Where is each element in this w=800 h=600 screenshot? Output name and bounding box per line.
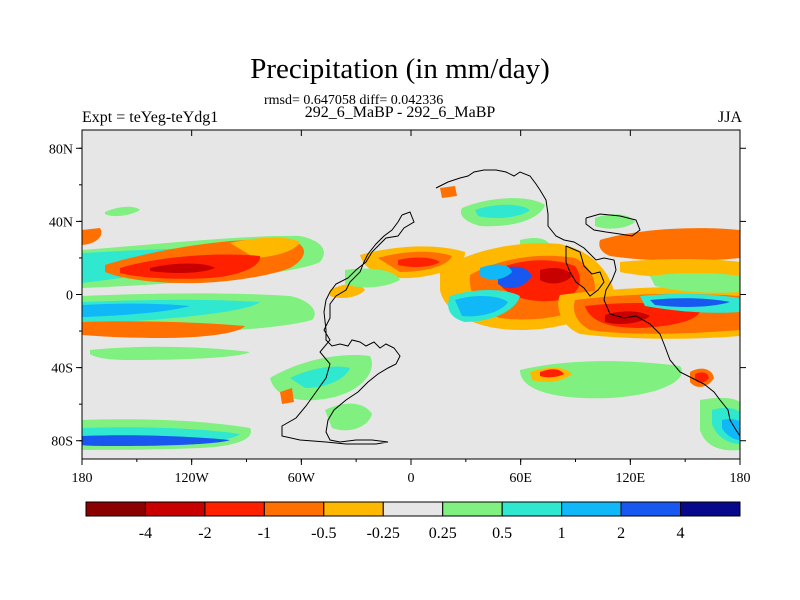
contour-nw-orange [82,228,102,245]
colorbar-swatch [204,501,265,517]
colorbar-swatch [442,501,503,517]
colorbar-label: -4 [139,525,152,542]
lon-tick-label: 60E [509,471,532,486]
contour-sam-green-2 [325,403,372,431]
contour-n-pacific-darkred [150,263,215,273]
contour-sio-red [540,369,564,378]
contour-eur-orange [440,186,457,198]
longitude-axis: 180 120W 60W 0 60E 120E 180 [72,130,751,486]
contour-io-blue [455,296,508,317]
contour-eur-cyan [475,204,530,218]
contour-sam-cyan [290,366,350,388]
outline-africa-eurasia [435,169,740,437]
contour-io-blue-3 [480,264,512,280]
colorbar-label: -2 [198,525,211,542]
colorbar-swatch [382,501,444,517]
contour-s-pacific-orange [82,321,245,338]
contour-sam-orange [280,388,294,404]
lon-tick-label: 180 [730,471,751,486]
contour-nw-green [105,206,140,217]
contour-io-darkred [540,268,572,284]
colorbar-label: 2 [617,525,625,542]
lon-tick-label: 180 [72,471,93,486]
colorbar-swatch [323,501,384,517]
outline-asia-interior [585,213,641,237]
contour-atl-band-red [398,257,440,267]
map-panel: 180 120W 60W 0 60E 120E 180 80N 40N 0 40S 80S [49,129,751,486]
experiment-label: Expt = teYeg-teYdg1 [82,109,219,126]
outline-americas [281,211,415,445]
plot-title: Precipitation (in mm/day) [250,53,550,85]
contour-aus-red [695,372,709,383]
contour-eq-pacific-blue [82,303,190,317]
colorbar: -4 -2 -1 -0.5 -0.25 0.25 0.5 1 2 4 [85,501,741,542]
period-label: 292_6_MaBP - 292_6_MaBP [304,104,496,121]
colorbar-label: 0.25 [429,525,457,542]
colorbar-swatch [561,501,622,517]
contour-nwp-green-2 [595,214,635,229]
colorbar-swatch [620,501,682,517]
contour-s-pacific-green [90,346,250,360]
outline-se-asia [565,245,605,297]
latitude-axis: 80N 40N 0 40S 80S [49,142,746,450]
colorbar-swatch [263,501,325,517]
lon-tick-label: 120W [175,471,210,486]
colorbar-label: -0.25 [367,525,400,542]
colorbar-label: 1 [558,525,566,542]
lat-tick-label: 40N [49,215,73,230]
contour-nwp-green [650,273,740,293]
contour-n-pacific-yellow [230,237,300,258]
colorbar-label: -1 [258,525,271,542]
lat-tick-label: 80S [51,435,73,450]
contour-nwp-orange [599,228,740,261]
lon-tick-label: 120E [616,471,646,486]
lat-tick-label: 0 [66,289,73,304]
colorbar-label: 0.5 [492,525,512,542]
colorbar-label: -0.5 [311,525,336,542]
colorbar-label: 4 [677,525,685,542]
colorbar-swatch [85,501,146,517]
stats-line: rmsd= 0.647058 diff= 0.042336 [264,93,444,108]
contour-wp-blue [650,298,730,307]
colorbar-swatch [680,501,741,517]
lon-tick-label: 60W [288,471,316,486]
lon-tick-label: 0 [408,471,415,486]
colorbar-swatch [144,501,206,517]
lat-tick-label: 40S [51,362,73,377]
lat-tick-label: 80N [49,142,73,157]
continent-outlines [281,169,740,445]
colorbar-swatch [501,501,563,517]
season-label: JJA [717,109,742,126]
precip-anomaly-contours [82,186,740,451]
contour-s-ocean-blue [82,435,230,446]
contour-se-blue [722,418,740,440]
